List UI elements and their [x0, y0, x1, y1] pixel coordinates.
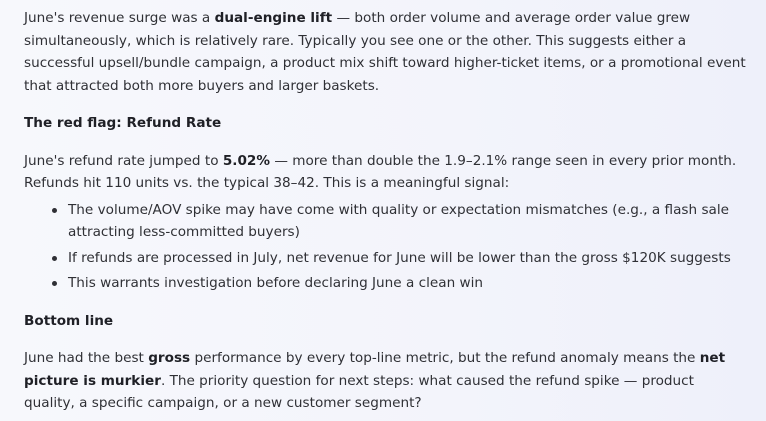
list-item: If refunds are processed in July, net re…	[52, 247, 748, 270]
paragraph-bottom-line: June had the best gross performance by e…	[24, 347, 748, 415]
paragraph-refund-rate: June's refund rate jumped to 5.02% — mor…	[24, 150, 748, 195]
bold-dual-engine-lift: dual-engine lift	[214, 10, 333, 26]
bold-refund-rate-value: 5.02%	[222, 152, 271, 169]
list-item-text: If refunds are processed in July, net re…	[68, 249, 731, 266]
paragraph-revenue-surge: June's revenue surge was a dual-engine l…	[24, 7, 748, 97]
list-item: This warrants investigation before decla…	[52, 272, 748, 295]
bullet-list: The volume/AOV spike may have come with …	[24, 199, 748, 295]
assistant-message: June's revenue surge was a dual-engine l…	[24, 7, 748, 415]
text-run: June's refund rate jumped to	[24, 152, 223, 169]
list-item-text: This warrants investigation before decla…	[68, 275, 484, 291]
bold-gross: gross	[148, 350, 191, 366]
text-run: performance by every top-line metric, bu…	[190, 350, 700, 366]
heading-bottom-line: Bottom line	[24, 312, 114, 329]
text-run: June had the best	[24, 350, 149, 366]
list-item: The volume/AOV spike may have come with …	[52, 199, 748, 244]
bullet-dot-icon	[52, 255, 57, 261]
list-item-text: The volume/AOV spike may have come with …	[68, 201, 729, 241]
bullet-dot-icon	[52, 207, 57, 213]
text-run: June's revenue surge was a	[24, 10, 215, 26]
text-run: — more than double the 1.9–2.1% range se…	[24, 152, 737, 192]
bold-net-picture: net picture is murkier	[24, 350, 726, 389]
text-run: . The priority question for next steps: …	[24, 372, 694, 412]
text-run: — both order volume and average order va…	[24, 10, 746, 94]
bullet-dot-icon	[52, 281, 57, 286]
heading-red-flag: The red flag: Refund Rate	[24, 115, 222, 131]
